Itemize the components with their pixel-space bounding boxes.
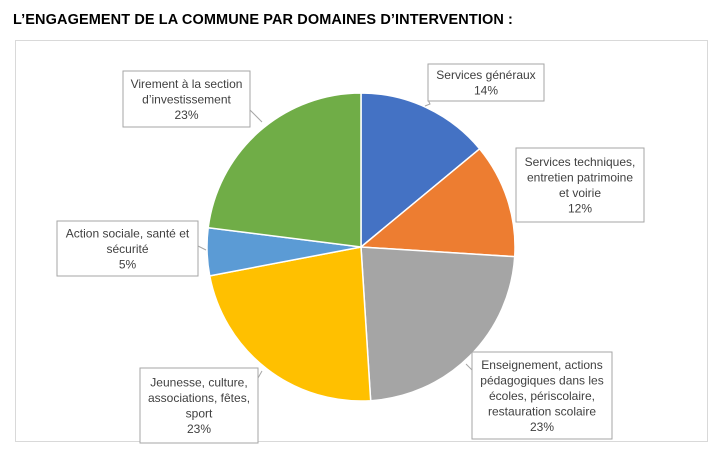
data-label-box: [515, 147, 645, 223]
data-label-value: 5%: [119, 257, 137, 271]
data-label-value: 14%: [474, 84, 498, 98]
pie-slice-virement-a-la-section-d-investissement: [207, 92, 362, 248]
data-label-text: et voirie: [559, 186, 601, 200]
pie-slice-services-generaux: [360, 92, 481, 249]
leader-line: [197, 245, 207, 251]
leader-line: [249, 109, 263, 123]
data-label-value: 23%: [174, 108, 198, 122]
data-label-text: Jeunesse, culture,: [150, 376, 247, 390]
data-label-value: 23%: [530, 420, 554, 434]
data-label-text: Services techniques,: [525, 155, 636, 169]
data-label-jeunesse-culture-associations-fetes-spor: Jeunesse, culture,associations, fêtes, sp…: [139, 367, 259, 444]
leader-line: [465, 363, 473, 371]
data-label-text: pédagogiques dans les: [480, 373, 603, 387]
data-label-text: d’investissement: [142, 92, 231, 106]
data-label-text: restauration scolaire: [488, 404, 596, 418]
data-label-value: 23%: [187, 422, 211, 436]
data-label-services-generaux: Services généraux 14%: [427, 63, 545, 102]
data-label-value: 12%: [568, 202, 592, 216]
data-label-text: sécurité: [106, 242, 148, 256]
data-label-text: Services généraux: [436, 68, 535, 82]
data-label-text: associations, fêtes,: [148, 391, 250, 405]
pie-slices: [206, 92, 516, 402]
data-label-text: entretien patrimoine: [527, 171, 633, 185]
pie-slice-enseignement-actions-pedagogiques-dans-l: [360, 246, 516, 402]
data-label-text: Enseignement, actions: [481, 358, 602, 372]
data-label-box: [471, 351, 613, 440]
data-label-text: sport: [186, 407, 213, 421]
data-label-box: [122, 70, 251, 128]
data-label-box: [139, 367, 259, 444]
leader-lines: [197, 99, 473, 379]
pie-slice-services-techniques-entretien-patrimoine: [359, 147, 516, 258]
data-label-services-techniques-entretien-patrimoine: Services techniques, entretien patrimoine…: [515, 147, 645, 223]
data-labels: Services généraux 14% Services techniques,…: [56, 63, 645, 444]
leader-line: [257, 370, 263, 379]
data-label-box: [427, 63, 545, 102]
data-label-box: [56, 220, 199, 277]
page-title: L’ENGAGEMENT DE LA COMMUNE PAR DOMAINES …: [13, 12, 513, 28]
data-label-text: Virement à la section: [131, 77, 243, 91]
data-label-text: écoles, périscolaire,: [489, 389, 595, 403]
pie-slice-jeunesse-culture-associations-fetes-spor: [208, 246, 372, 402]
data-label-text: Action sociale, santé et: [66, 226, 190, 240]
